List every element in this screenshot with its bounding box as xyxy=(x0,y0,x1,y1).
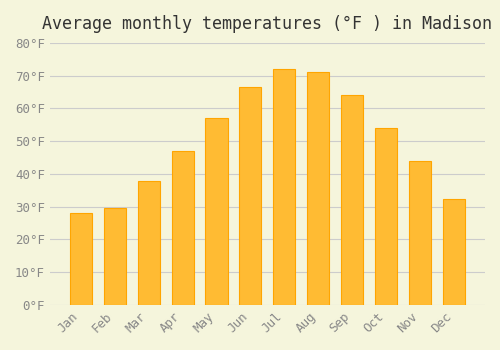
Bar xyxy=(206,118,228,305)
Title: Average monthly temperatures (°F ) in Madison: Average monthly temperatures (°F ) in Ma… xyxy=(42,15,492,33)
Bar xyxy=(443,198,465,305)
Bar xyxy=(104,208,126,305)
Bar xyxy=(172,151,194,305)
Bar xyxy=(375,128,398,305)
Bar xyxy=(409,161,432,305)
Bar xyxy=(342,95,363,305)
Bar xyxy=(274,69,295,305)
Bar xyxy=(138,181,160,305)
Bar xyxy=(308,72,330,305)
Bar xyxy=(240,87,262,305)
Bar xyxy=(70,213,92,305)
